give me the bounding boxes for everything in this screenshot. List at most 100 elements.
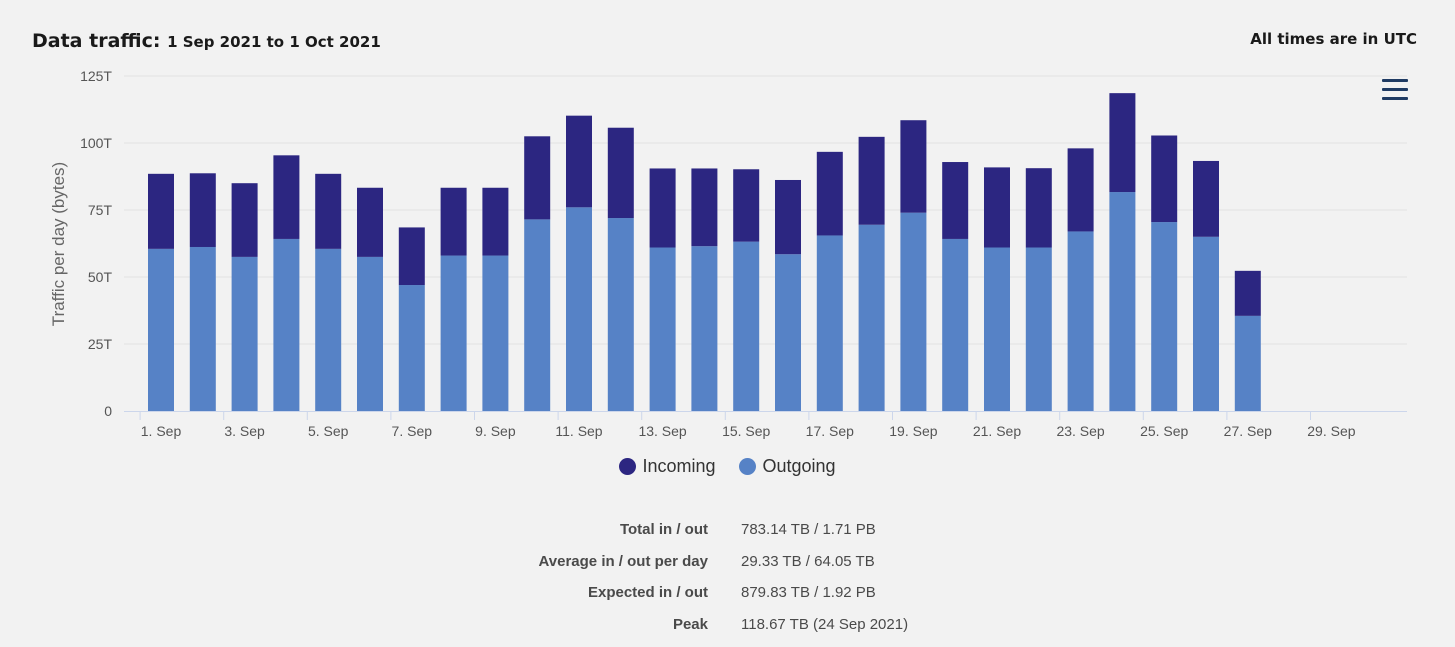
title-text: Data traffic:	[32, 30, 161, 52]
bar-outgoing	[1151, 222, 1178, 411]
bar-incoming	[984, 167, 1010, 248]
summary-value: 118.67 TB (24 Sep 2021)	[741, 616, 909, 633]
x-tick-label: 7. Sep	[392, 423, 433, 439]
bar-incoming	[649, 168, 676, 248]
bar-outgoing	[315, 248, 342, 411]
summary-label: Peak	[672, 616, 708, 633]
bar-incoming	[691, 168, 718, 247]
hamburger-menu-icon	[1382, 79, 1408, 82]
bar-incoming	[273, 155, 300, 239]
bar-outgoing	[691, 246, 718, 411]
x-tick-label: 17. Sep	[806, 423, 854, 439]
date-range: 1 Sep 2021 to 1 Oct 2021	[167, 33, 381, 51]
bar-incoming	[900, 120, 927, 213]
bar-incoming	[1067, 148, 1094, 232]
summary-row-total: Total in / out 783.14 TB / 1.71 PB	[0, 521, 1455, 541]
bar-outgoing	[649, 247, 676, 411]
legend-label-incoming: Incoming	[642, 456, 716, 476]
summary-value: 879.83 TB / 1.92 PB	[741, 584, 876, 601]
bar-outgoing	[942, 238, 969, 411]
summary-row-expected: Expected in / out 879.83 TB / 1.92 PB	[0, 584, 1455, 604]
summary-label: Expected in / out	[587, 584, 708, 601]
legend-item-incoming[interactable]: Incoming	[619, 456, 715, 477]
bar-outgoing	[1067, 231, 1094, 411]
x-tick-label: 13. Sep	[638, 423, 686, 439]
hamburger-menu-icon-middle	[1382, 88, 1408, 91]
traffic-bar-chart: 0 25T 50T 75T 100T 125T 1. Sep 3. Sep 5. Sep 7. S…	[49, 68, 1407, 439]
bar-outgoing	[984, 247, 1010, 411]
bar-incoming	[1234, 270, 1261, 316]
chart-menu-button[interactable]	[1376, 74, 1414, 106]
bar-outgoing	[357, 256, 383, 411]
bar-incoming	[775, 179, 801, 255]
outgoing-legend-dot	[739, 458, 757, 475]
y-tick-label: 100T	[80, 135, 112, 151]
y-tick-label: 125T	[80, 68, 112, 84]
x-tick-label: 21. Sep	[973, 423, 1021, 439]
bar-incoming	[566, 115, 592, 208]
bar-incoming	[858, 136, 885, 225]
bar-outgoing	[900, 212, 927, 411]
bar-incoming	[482, 187, 509, 256]
bar-incoming	[1193, 160, 1219, 237]
x-tick-label: 25. Sep	[1140, 423, 1188, 439]
x-tick-label: 1. Sep	[141, 423, 182, 439]
bar-incoming	[189, 173, 216, 247]
bar-incoming	[1151, 135, 1178, 223]
incoming-legend-dot	[619, 458, 637, 475]
bar-incoming	[816, 151, 843, 236]
y-tick-label: 25T	[88, 336, 113, 352]
bar-outgoing	[733, 241, 760, 411]
bar-incoming	[524, 136, 551, 220]
bar-incoming	[733, 169, 760, 242]
y-tick-label: 50T	[88, 269, 113, 285]
bars	[148, 93, 1261, 411]
bar-outgoing	[1193, 236, 1219, 411]
summary-row-peak: Peak 118.67 TB (24 Sep 2021)	[0, 616, 1455, 636]
bar-outgoing	[189, 246, 216, 411]
bar-incoming	[607, 127, 634, 219]
y-axis-label: Traffic per day (bytes)	[49, 162, 68, 326]
legend-item-outgoing[interactable]: Outgoing	[739, 456, 836, 477]
bar-incoming	[148, 173, 174, 249]
bar-incoming	[942, 162, 969, 239]
bar-outgoing	[231, 256, 258, 411]
bar-outgoing	[273, 238, 300, 411]
legend-label-outgoing: Outgoing	[762, 456, 836, 476]
bar-incoming	[440, 187, 467, 256]
x-tick-label: 23. Sep	[1056, 423, 1104, 439]
x-tick-label: 19. Sep	[889, 423, 937, 439]
bar-incoming	[1109, 93, 1136, 193]
bar-outgoing	[440, 255, 467, 411]
bar-outgoing	[524, 219, 551, 411]
bar-outgoing	[398, 285, 425, 411]
bar-outgoing	[816, 235, 843, 411]
bar-incoming	[231, 183, 258, 257]
bar-outgoing	[1109, 192, 1136, 411]
bar-incoming	[398, 227, 425, 286]
x-tick-label: 11. Sep	[555, 423, 602, 439]
x-tick-label: 15. Sep	[722, 423, 770, 439]
bar-incoming	[315, 173, 342, 249]
hamburger-menu-icon-bottom	[1382, 97, 1408, 100]
summary-label: Total in / out	[619, 521, 708, 538]
summary-label: Average in / out per day	[538, 553, 709, 570]
x-tick-label: 5. Sep	[308, 423, 349, 439]
bar-incoming	[357, 187, 383, 257]
x-tick-label: 27. Sep	[1224, 423, 1272, 439]
summary-value: 783.14 TB / 1.71 PB	[741, 521, 876, 538]
timezone-note: All times are in UTC	[1250, 30, 1417, 48]
bar-outgoing	[1025, 247, 1052, 411]
y-tick-label: 0	[104, 403, 112, 419]
bar-incoming	[1025, 168, 1052, 248]
bar-outgoing	[566, 207, 592, 411]
chart-legend: Incoming Outgoing	[0, 456, 1455, 477]
bar-outgoing	[148, 248, 174, 411]
x-tick-label: 29. Sep	[1307, 423, 1355, 439]
x-tick-label: 3. Sep	[224, 423, 265, 439]
summary-row-average: Average in / out per day 29.33 TB / 64.0…	[0, 553, 1455, 573]
y-tick-label: 75T	[88, 202, 113, 218]
bar-outgoing	[858, 224, 885, 411]
bar-outgoing	[482, 255, 509, 411]
axes: 0 25T 50T 75T 100T 125T 1. Sep 3. Sep 5. Sep 7. S…	[80, 68, 1407, 439]
